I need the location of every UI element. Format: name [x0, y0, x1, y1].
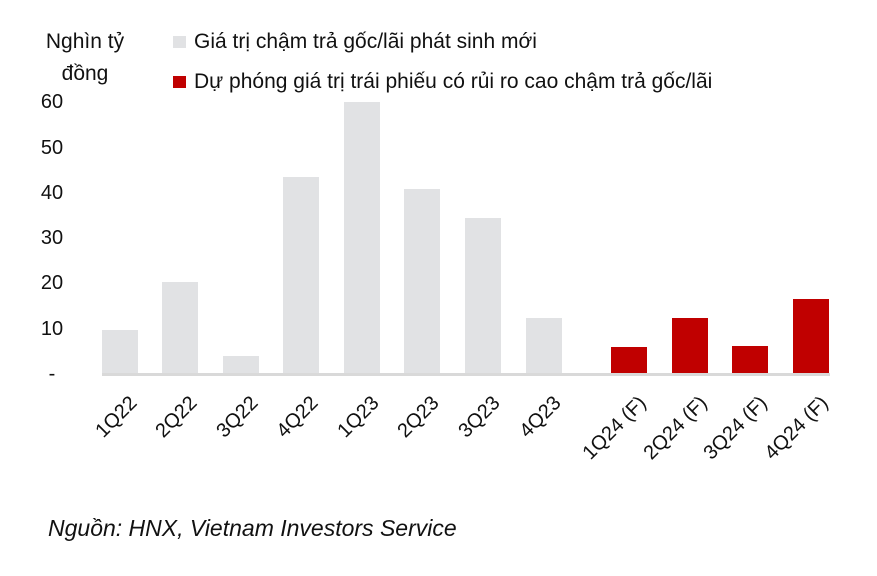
bar-forecast — [792, 299, 829, 373]
bar-actual — [223, 355, 259, 373]
legend-label: Dự phóng giá trị trái phiếu có rủi ro ca… — [194, 70, 713, 93]
x-tick-label: 2Q23 — [393, 392, 444, 443]
x-tick-label: 4Q23 — [515, 392, 566, 443]
bar-forecast — [732, 345, 769, 373]
bar-actual — [162, 281, 198, 373]
x-tick-label: 2Q22 — [151, 392, 202, 443]
unit-line-1: Nghìn tỷ — [45, 30, 125, 53]
source-note: Nguồn: HNX, Vietnam Investors Service — [48, 515, 457, 541]
x-tick-label: 2Q24 (F) — [639, 392, 712, 465]
y-tick-label: 20 — [40, 272, 64, 295]
bar-actual — [102, 329, 138, 373]
legend-item-new-default: Giá trị chậm trả gốc/lãi phát sinh mới — [173, 27, 537, 57]
bar-actual — [283, 176, 319, 373]
legend-item-forecast: Dự phóng giá trị trái phiếu có rủi ro ca… — [173, 67, 712, 97]
y-tick-label: 30 — [40, 227, 64, 250]
y-tick-label: - — [48, 363, 56, 385]
x-tick-label: 3Q22 — [212, 392, 263, 443]
bar-forecast — [611, 347, 647, 373]
bar-actual — [526, 318, 562, 373]
bar-forecast — [671, 318, 708, 373]
bar-actual — [404, 189, 440, 373]
x-tick-label: 3Q24 (F) — [699, 392, 772, 465]
x-tick-label: 4Q24 (F) — [760, 392, 833, 465]
legend-label: Giá trị chậm trả gốc/lãi phát sinh mới — [194, 30, 537, 53]
y-tick-label: 60 — [40, 91, 64, 114]
y-tick-label: 40 — [40, 181, 64, 204]
bar-actual — [465, 218, 501, 373]
bar-actual — [344, 102, 380, 373]
x-tick-label: 4Q22 — [272, 392, 323, 443]
y-tick-label: 10 — [40, 317, 64, 340]
y-tick-label: 50 — [40, 136, 64, 159]
x-axis-line — [102, 373, 830, 376]
y-axis-unit-label: Nghìn tỷ đồng — [30, 26, 140, 90]
unit-line-2: đồng — [61, 62, 109, 85]
x-tick-label: 1Q23 — [333, 392, 384, 443]
legend-swatch-gray — [173, 36, 186, 48]
x-tick-label: 3Q23 — [454, 392, 505, 443]
x-tick-label: 1Q24 (F) — [578, 392, 651, 465]
x-tick-label: 1Q22 — [91, 392, 142, 443]
legend-swatch-red — [173, 76, 186, 88]
